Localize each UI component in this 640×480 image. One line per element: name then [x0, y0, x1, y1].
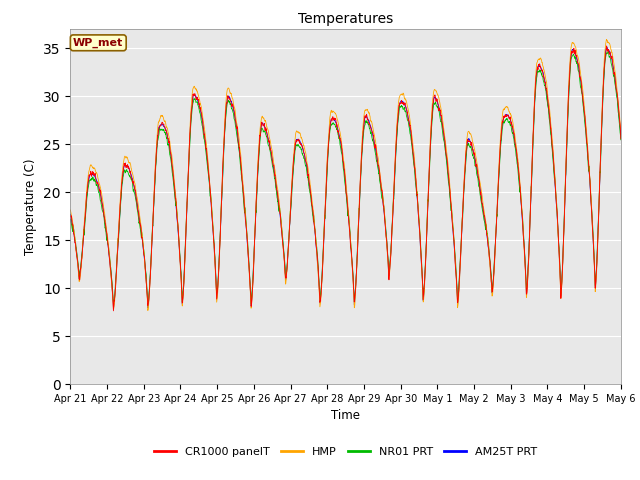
Title: Temperatures: Temperatures — [298, 12, 393, 26]
Text: WP_met: WP_met — [73, 37, 124, 48]
X-axis label: Time: Time — [331, 409, 360, 422]
Y-axis label: Temperature (C): Temperature (C) — [24, 158, 38, 255]
Legend: CR1000 panelT, HMP, NR01 PRT, AM25T PRT: CR1000 panelT, HMP, NR01 PRT, AM25T PRT — [149, 443, 542, 462]
